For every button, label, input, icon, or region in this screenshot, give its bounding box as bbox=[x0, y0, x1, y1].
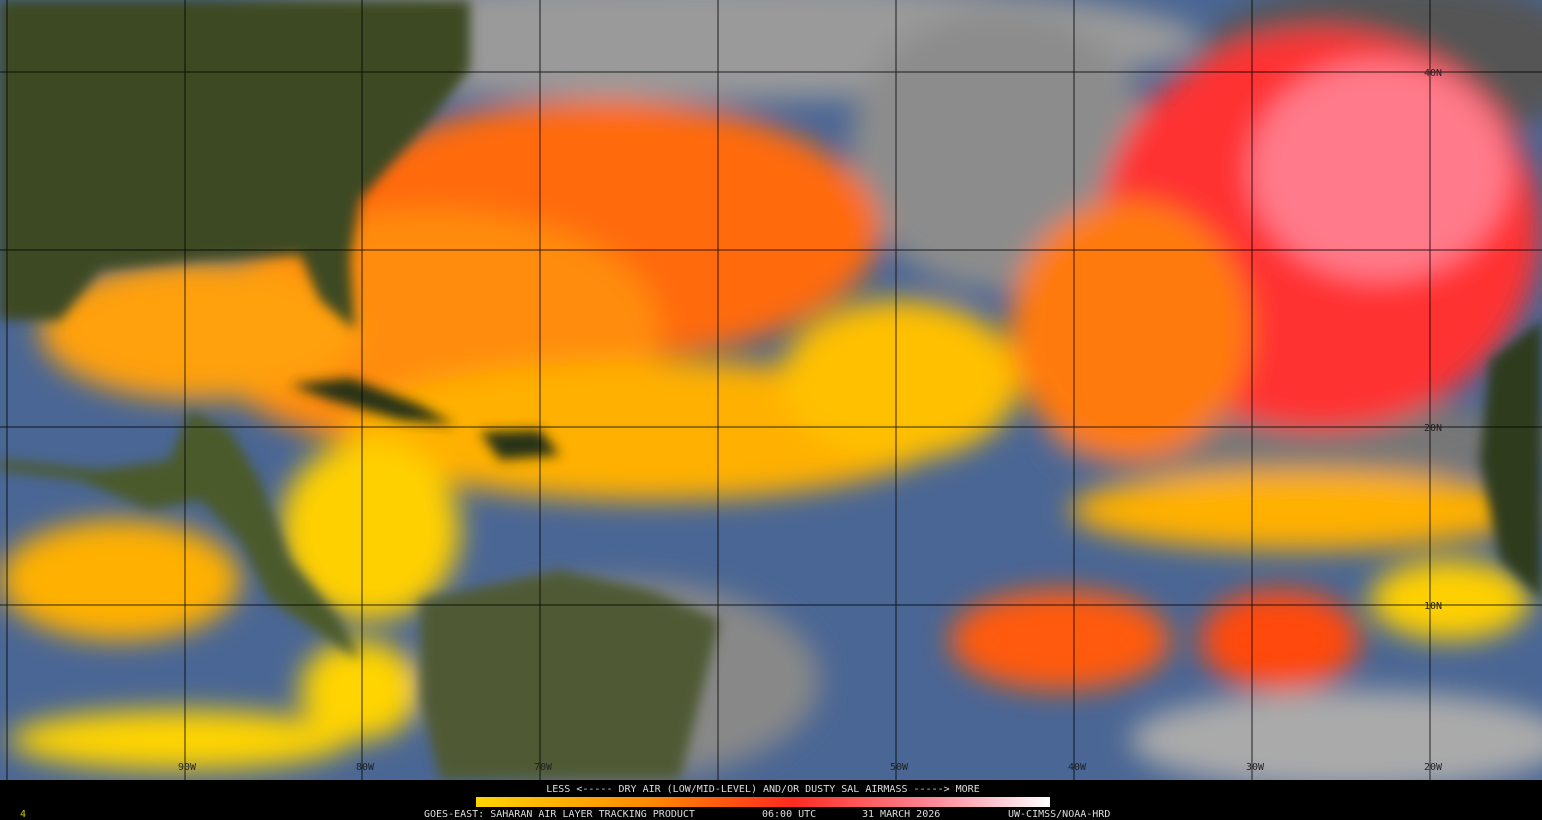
lon-label: 40W bbox=[1068, 762, 1087, 773]
lon-label: 90W bbox=[178, 762, 197, 773]
lat-label: 20N bbox=[1424, 423, 1442, 434]
time: 06:00 UTC bbox=[762, 809, 816, 820]
date: 31 MARCH 2026 bbox=[862, 809, 940, 820]
lon-label: 50W bbox=[890, 762, 909, 773]
lon-label: 30W bbox=[1246, 762, 1265, 773]
legend-caption: LESS <----- DRY AIR (LOW/MID-LEVEL) AND/… bbox=[546, 784, 979, 795]
frame-number: 4 bbox=[20, 809, 26, 820]
credit: UW-CIMSS/NOAA-HRD bbox=[1008, 809, 1110, 820]
grid-labels: 40N 20N 10N 90W 80W 70W 50W 40W 30W 20W bbox=[178, 68, 1443, 773]
lat-label: 40N bbox=[1424, 68, 1442, 79]
footer: LESS <----- DRY AIR (LOW/MID-LEVEL) AND/… bbox=[0, 780, 1542, 820]
lon-label: 80W bbox=[356, 762, 375, 773]
product-name: GOES-EAST: SAHARAN AIR LAYER TRACKING PR… bbox=[424, 809, 695, 820]
imagery: 40N 20N 10N 90W 80W 70W 50W 40W 30W 20W bbox=[0, 0, 1542, 790]
lon-label: 70W bbox=[534, 762, 553, 773]
graticule bbox=[0, 0, 1542, 780]
color-bar bbox=[476, 797, 1050, 807]
lon-label: 20W bbox=[1424, 762, 1443, 773]
lat-label: 10N bbox=[1424, 601, 1442, 612]
